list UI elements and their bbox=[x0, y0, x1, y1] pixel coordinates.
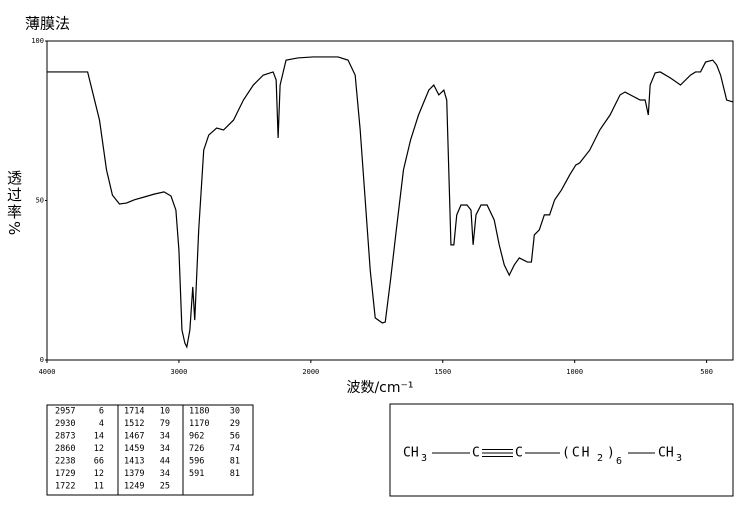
table-frame bbox=[46, 404, 254, 496]
transmittance: 14 bbox=[94, 432, 104, 442]
transmittance: 30 bbox=[230, 407, 240, 417]
subscript: 3 bbox=[676, 453, 682, 464]
subscript: 3 bbox=[421, 453, 427, 464]
transmittance: 4 bbox=[99, 419, 104, 429]
x-tick-label: 500 bbox=[700, 368, 713, 376]
chart-title: 薄膜法 bbox=[25, 15, 70, 33]
transmittance: 12 bbox=[94, 444, 104, 454]
transmittance: 10 bbox=[160, 407, 170, 417]
subscript: 2 bbox=[597, 453, 603, 464]
wavenumber: 1379 bbox=[124, 469, 144, 479]
wavenumber: 1413 bbox=[124, 457, 144, 467]
wavenumber: 1459 bbox=[124, 444, 144, 454]
structure: CH 3 C C (CH 2 ) 6 CH 3 bbox=[389, 403, 734, 497]
structure-frame bbox=[389, 403, 734, 497]
group: ) bbox=[607, 446, 615, 461]
y-tick-label: 0 bbox=[40, 356, 44, 364]
wavenumber: 2930 bbox=[55, 419, 75, 429]
group: C bbox=[515, 446, 523, 461]
wavenumber: 1180 bbox=[189, 407, 209, 417]
wavenumber: 2957 bbox=[55, 407, 75, 417]
wavenumber: 1467 bbox=[124, 432, 144, 442]
wavenumber: 1512 bbox=[124, 419, 144, 429]
y-tick-label: 100 bbox=[31, 37, 44, 45]
transmittance: 81 bbox=[230, 469, 240, 479]
wavenumber: 1714 bbox=[124, 407, 144, 417]
group: C bbox=[472, 446, 480, 461]
transmittance: 44 bbox=[160, 457, 170, 467]
transmittance: 34 bbox=[160, 469, 170, 479]
transmittance: 11 bbox=[94, 482, 104, 492]
y-axis-label: 透过率% bbox=[5, 170, 23, 238]
wavenumber: 1170 bbox=[189, 419, 209, 429]
transmittance: 66 bbox=[94, 457, 104, 467]
wavenumber: 2860 bbox=[55, 444, 75, 454]
transmittance: 34 bbox=[160, 444, 170, 454]
group: (CH bbox=[562, 446, 591, 461]
transmittance: 56 bbox=[230, 432, 240, 442]
wavenumber: 962 bbox=[189, 432, 204, 442]
x-tick-label: 1500 bbox=[434, 368, 451, 376]
wavenumber: 726 bbox=[189, 444, 204, 454]
transmittance: 12 bbox=[94, 469, 104, 479]
transmittance: 34 bbox=[160, 432, 170, 442]
x-axis-label: 波数/cm⁻¹ bbox=[346, 380, 413, 396]
x-tick-label: 4000 bbox=[39, 368, 56, 376]
spectrum bbox=[47, 56, 734, 349]
wavenumber: 2238 bbox=[55, 457, 75, 467]
transmittance: 6 bbox=[99, 407, 104, 417]
group: CH bbox=[403, 446, 419, 461]
group: CH bbox=[658, 446, 674, 461]
x-tick-label: 3000 bbox=[170, 368, 187, 376]
wavenumber: 1729 bbox=[55, 469, 75, 479]
wavenumber: 1249 bbox=[124, 482, 144, 492]
y-tick-label: 50 bbox=[36, 197, 44, 205]
transmittance: 74 bbox=[230, 444, 240, 454]
transmittance: 29 bbox=[230, 419, 240, 429]
transmittance: 81 bbox=[230, 457, 240, 467]
plot-frame bbox=[46, 40, 734, 361]
x-tick-label: 1000 bbox=[566, 368, 583, 376]
wavenumber: 596 bbox=[189, 457, 204, 467]
x-tick-label: 2000 bbox=[302, 368, 319, 376]
wavenumber: 1722 bbox=[55, 482, 75, 492]
wavenumber: 2873 bbox=[55, 432, 75, 442]
subscript: 6 bbox=[616, 456, 622, 467]
transmittance: 25 bbox=[160, 482, 170, 492]
transmittance: 79 bbox=[160, 419, 170, 429]
wavenumber: 591 bbox=[189, 469, 204, 479]
